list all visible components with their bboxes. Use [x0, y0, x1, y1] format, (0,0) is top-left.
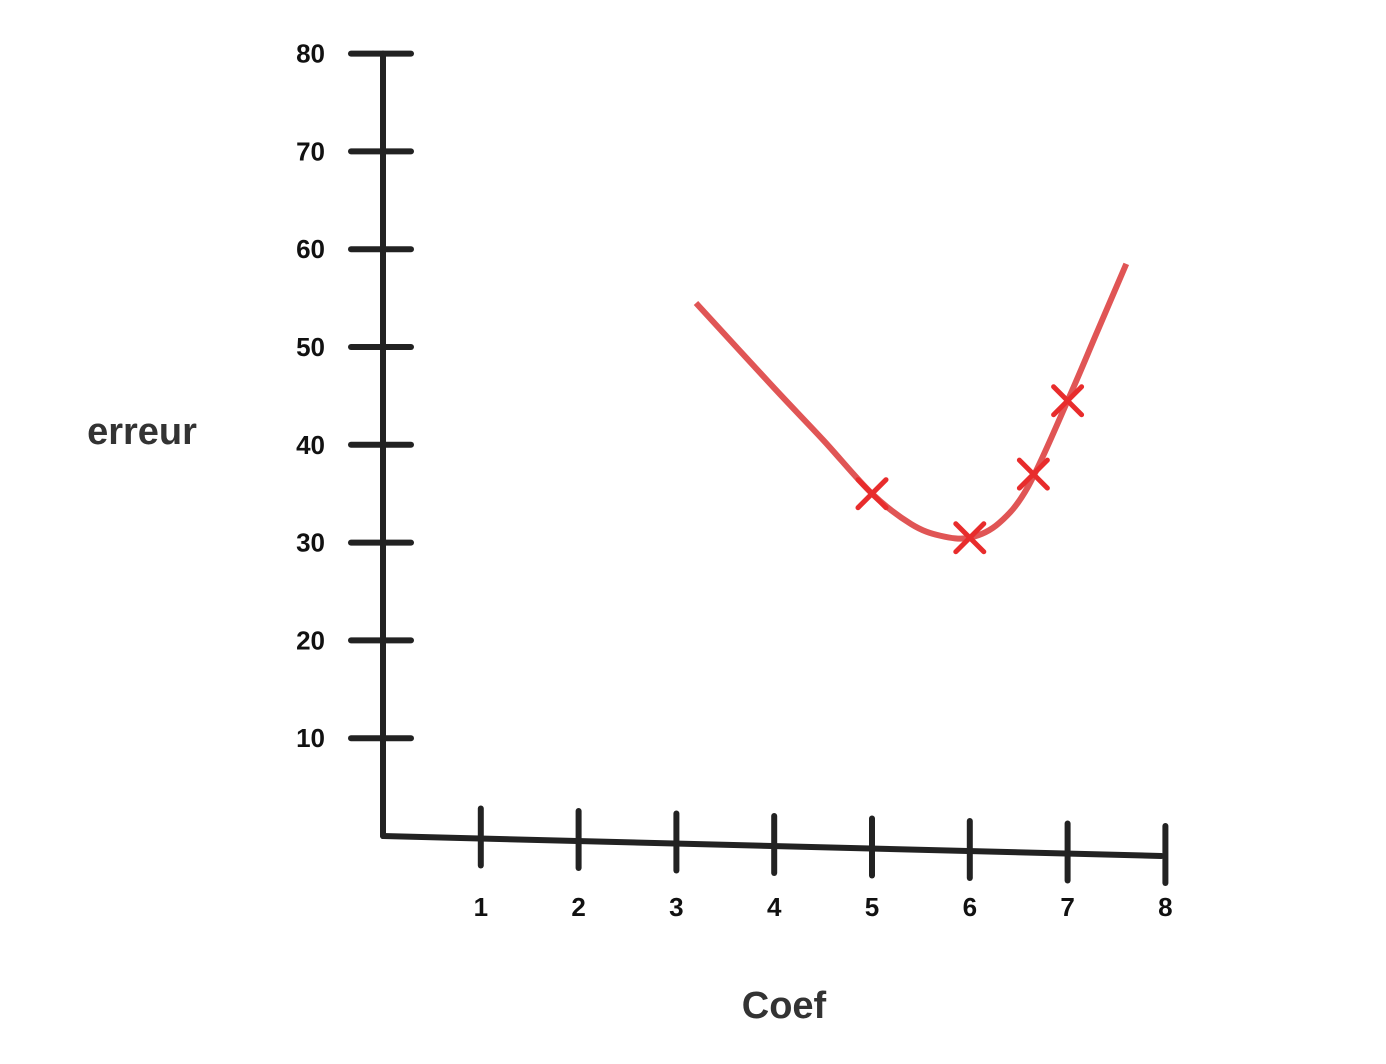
data-point-marker — [953, 521, 987, 555]
y-tick-label: 60 — [296, 234, 325, 264]
y-tick-label: 10 — [296, 723, 325, 753]
ticks — [348, 50, 1169, 886]
marker-stroke — [953, 521, 987, 555]
y-tick-label: 50 — [296, 332, 325, 362]
y-tick-label: 40 — [296, 430, 325, 460]
data-point-marker — [1051, 384, 1085, 418]
y-axis-title: erreur — [87, 411, 197, 453]
y-tick-label: 20 — [296, 625, 325, 655]
marker-stroke — [1016, 457, 1050, 491]
series-line — [693, 262, 1130, 542]
tick-labels: 10 20 30 40 50 60 70 80 1 2 3 4 5 6 7 8 — [296, 39, 1173, 922]
marker-stroke — [855, 477, 889, 511]
x-tick-label: 5 — [865, 892, 879, 922]
marker-stroke — [1051, 384, 1085, 418]
x-tick-label: 7 — [1060, 892, 1074, 922]
x-tick-label: 6 — [963, 892, 977, 922]
data-point-marker — [1016, 457, 1050, 491]
data-point-marker — [855, 477, 889, 511]
x-axis-title: Coef — [742, 985, 827, 1027]
series — [693, 262, 1130, 555]
x-tick-label: 8 — [1158, 892, 1172, 922]
x-tick-label: 2 — [571, 892, 585, 922]
x-tick-label: 1 — [474, 892, 488, 922]
y-tick-label: 80 — [296, 39, 325, 69]
x-tick-label: 3 — [669, 892, 683, 922]
x-tick-label: 4 — [767, 892, 782, 922]
y-tick-label: 30 — [296, 528, 325, 558]
y-tick-label: 70 — [296, 136, 325, 166]
